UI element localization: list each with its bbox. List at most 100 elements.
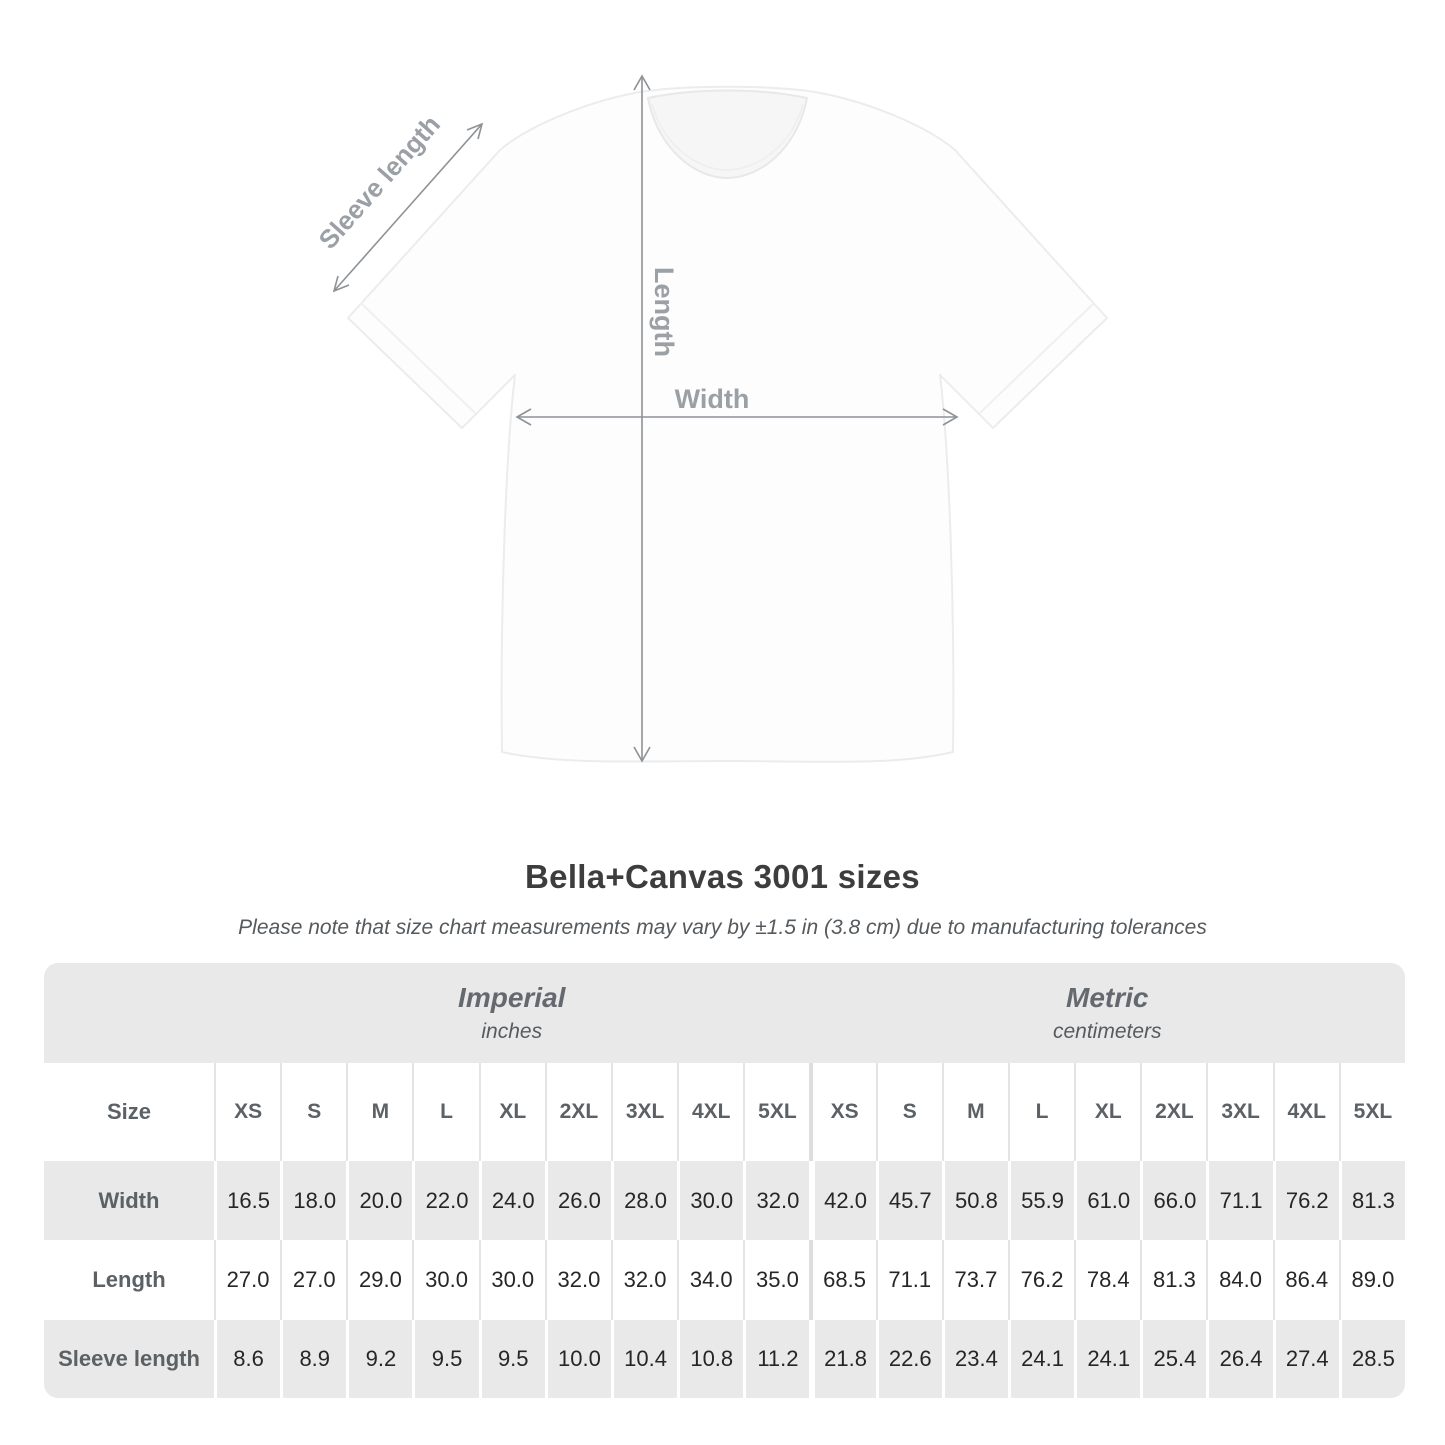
width-label: Width <box>675 384 750 414</box>
value-cell: 9.5 <box>478 1320 545 1398</box>
row-label-sleeve-length: Sleeve length <box>58 1346 200 1371</box>
size-header-cell: 5XL <box>743 1063 809 1161</box>
width-row: Width 16.5 18.0 20.0 22.0 24.0 26.0 28.0… <box>44 1161 1405 1240</box>
tolerance-note: Please note that size chart measurements… <box>238 916 1207 939</box>
value-cell: 25.4 <box>1140 1320 1206 1398</box>
width-arrow <box>515 408 959 426</box>
size-header-cell: XS <box>214 1063 280 1161</box>
imperial-label: Imperial <box>458 982 566 1013</box>
value-cell: 24.0 <box>478 1161 545 1240</box>
value-cell: 61.0 <box>1074 1161 1140 1240</box>
value-cell: 29.0 <box>346 1240 412 1320</box>
value-cell: 23.4 <box>941 1320 1008 1398</box>
value-cell: 42.0 <box>809 1161 875 1240</box>
size-header-cell: 4XL <box>1272 1063 1339 1161</box>
value-cell: 34.0 <box>677 1240 743 1320</box>
row-label-width: Width <box>98 1187 160 1213</box>
value-cell: 24.1 <box>1074 1320 1140 1398</box>
length-row: Length 27.0 27.0 29.0 30.0 30.0 32.0 32.… <box>44 1240 1405 1320</box>
metric-label: Metric <box>1066 982 1149 1013</box>
value-cell: 71.1 <box>875 1240 942 1320</box>
value-cell: 21.8 <box>809 1320 875 1398</box>
page-title: Bella+Canvas 3001 sizes <box>525 858 920 895</box>
value-cell: 81.3 <box>1140 1240 1206 1320</box>
value-cell: 81.3 <box>1338 1161 1405 1240</box>
value-cell: 32.0 <box>544 1240 611 1320</box>
value-cell: 28.0 <box>610 1161 677 1240</box>
value-cell: 30.0 <box>478 1240 545 1320</box>
metric-header: Metric centimeters <box>810 963 1406 1063</box>
sleeve-length-arrow <box>332 122 484 293</box>
imperial-header: Imperial inches <box>214 963 810 1063</box>
tshirt-collar-seam <box>651 103 804 171</box>
value-cell: 27.0 <box>280 1240 346 1320</box>
value-cell: 10.8 <box>677 1320 743 1398</box>
value-cell: 27.4 <box>1272 1320 1339 1398</box>
value-cell: 22.0 <box>412 1161 478 1240</box>
imperial-unit: inches <box>481 1020 543 1043</box>
value-cell: 26.4 <box>1206 1320 1272 1398</box>
unit-header-row: Imperial inches Metric centimeters <box>44 963 1405 1063</box>
value-cell: 73.7 <box>941 1240 1008 1320</box>
value-cell: 8.6 <box>214 1320 280 1398</box>
value-cell: 11.2 <box>743 1320 809 1398</box>
value-cell: 8.9 <box>280 1320 346 1398</box>
size-header-cell: 2XL <box>1140 1063 1206 1161</box>
value-cell: 24.1 <box>1007 1320 1074 1398</box>
value-cell: 84.0 <box>1206 1240 1272 1320</box>
tshirt-right-cuff-seam <box>979 302 1095 414</box>
value-cell: 32.0 <box>610 1240 677 1320</box>
size-header-cell: 3XL <box>610 1063 677 1161</box>
value-cell: 20.0 <box>346 1161 412 1240</box>
value-cell: 76.2 <box>1007 1240 1074 1320</box>
sleeve-length-row: Sleeve length 8.6 8.9 9.2 9.5 9.5 10.0 1… <box>44 1320 1405 1398</box>
value-cell: 22.6 <box>875 1320 942 1398</box>
size-header-cell: 5XL <box>1338 1063 1405 1161</box>
value-cell: 45.7 <box>875 1161 942 1240</box>
value-cell: 18.0 <box>280 1161 346 1240</box>
size-header-cell: S <box>875 1063 942 1161</box>
size-header-cell: 2XL <box>544 1063 611 1161</box>
size-header-cell: S <box>280 1063 346 1161</box>
size-header-cell: XL <box>478 1063 545 1161</box>
value-cell: 16.5 <box>214 1161 280 1240</box>
value-cell: 10.4 <box>610 1320 677 1398</box>
length-label: Length <box>649 267 679 357</box>
tshirt-outline <box>347 85 1108 763</box>
value-cell: 78.4 <box>1074 1240 1140 1320</box>
value-cell: 30.0 <box>677 1161 743 1240</box>
value-cell: 35.0 <box>743 1240 809 1320</box>
value-cell: 76.2 <box>1272 1161 1339 1240</box>
value-cell: 26.0 <box>544 1161 611 1240</box>
value-cell: 27.0 <box>214 1240 280 1320</box>
size-header-cell: L <box>1007 1063 1074 1161</box>
size-header-cell: M <box>346 1063 412 1161</box>
value-cell: 68.5 <box>809 1240 875 1320</box>
size-table: Imperial inches Metric centimeters Size … <box>44 963 1405 1398</box>
tshirt-diagram: Sleeve length Length Width <box>312 74 1108 763</box>
size-corner-header: Size <box>106 1099 152 1124</box>
length-arrow <box>633 74 651 763</box>
metric-unit: centimeters <box>1052 1020 1162 1043</box>
value-cell: 86.4 <box>1272 1240 1339 1320</box>
size-header-cell: 4XL <box>677 1063 743 1161</box>
tshirt-left-cuff-seam <box>360 302 476 414</box>
value-cell: 9.5 <box>412 1320 478 1398</box>
value-cell: 89.0 <box>1338 1240 1405 1320</box>
size-header-cell: 3XL <box>1206 1063 1272 1161</box>
size-header-cell: L <box>412 1063 478 1161</box>
size-header-cell: XS <box>809 1063 875 1161</box>
value-cell: 10.0 <box>544 1320 611 1398</box>
value-cell: 30.0 <box>412 1240 478 1320</box>
value-cell: 66.0 <box>1140 1161 1206 1240</box>
size-header-row: Size XS S M L XL 2XL 3XL 4XL 5XL XS S M … <box>44 1063 1405 1161</box>
value-cell: 32.0 <box>743 1161 809 1240</box>
value-cell: 71.1 <box>1206 1161 1272 1240</box>
value-cell: 9.2 <box>346 1320 412 1398</box>
value-cell: 55.9 <box>1007 1161 1074 1240</box>
value-cell: 28.5 <box>1338 1320 1405 1398</box>
value-cell: 50.8 <box>941 1161 1008 1240</box>
size-header-cell: M <box>941 1063 1008 1161</box>
row-label-length: Length <box>92 1267 166 1292</box>
